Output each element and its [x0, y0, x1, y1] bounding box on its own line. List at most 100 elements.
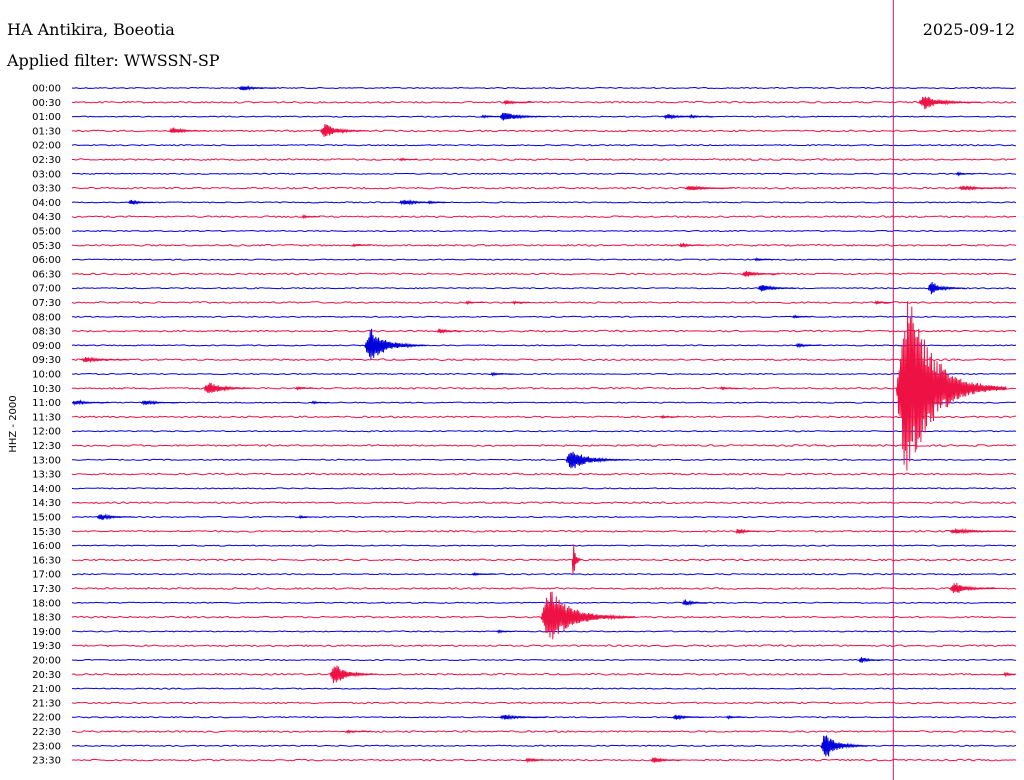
major-earthquake-event [895, 301, 1007, 471]
trace-row [71, 344, 1017, 347]
seismic-event [754, 256, 773, 262]
trace-row [71, 529, 1017, 533]
row-time-label: 07:30 [32, 298, 61, 309]
seismic-event [295, 386, 314, 391]
row-time-label: 19:00 [32, 627, 61, 638]
seismic-event [499, 714, 547, 721]
seismic-event [464, 299, 484, 306]
seismic-event [792, 314, 811, 319]
seismic-event [672, 714, 704, 721]
seismic-event [502, 100, 534, 106]
seismic-event [169, 127, 207, 134]
trace-row [71, 329, 1017, 333]
trace-row [71, 86, 1017, 90]
seismic-event [757, 284, 796, 292]
seismic-event [918, 96, 981, 110]
trace-row [71, 229, 1017, 233]
row-time-label: 08:30 [32, 327, 61, 338]
row-time-label: 22:00 [32, 713, 61, 724]
row-time-label: 16:30 [32, 555, 61, 566]
seismic-event [685, 184, 733, 191]
seismic-event [436, 328, 462, 335]
trace-row [71, 487, 1017, 490]
station-title: HA Antikira, Boeotia [7, 20, 175, 39]
trace-row [71, 201, 1017, 204]
trace-row [71, 587, 1017, 590]
seismic-event [650, 757, 682, 764]
trace-row [71, 515, 1017, 519]
trace-row [71, 272, 1017, 276]
seismic-event [719, 386, 739, 391]
seismic-event [955, 171, 975, 177]
row-time-label: 17:30 [32, 584, 61, 595]
row-time-label: 16:00 [32, 541, 61, 552]
seismic-event [858, 657, 884, 663]
trace-row [71, 100, 1017, 104]
row-time-label: 17:00 [32, 570, 61, 581]
seismic-event [301, 214, 320, 220]
seismic-event [364, 328, 428, 360]
row-time-label: 06:30 [32, 269, 61, 280]
row-time-label: 12:30 [32, 441, 61, 452]
seismic-event [678, 241, 704, 248]
seismic-event [741, 270, 780, 277]
row-time-label: 11:30 [32, 412, 61, 423]
seismic-event [427, 200, 446, 205]
row-time-label: 03:00 [32, 169, 61, 180]
trace-row [71, 430, 1017, 433]
trace-row [71, 644, 1017, 648]
seismic-event [490, 371, 515, 377]
seismic-event [682, 599, 708, 607]
row-time-label: 23:30 [32, 756, 61, 767]
row-time-label: 09:00 [32, 341, 61, 352]
row-time-label: 18:00 [32, 598, 61, 609]
trace-row [72, 458, 1017, 461]
row-time-label: 07:00 [32, 284, 61, 295]
seismic-event [298, 514, 317, 520]
seismic-event [345, 729, 371, 735]
trace-row [71, 287, 1017, 290]
channel-label: HHZ - 2000 [8, 395, 19, 452]
row-time-label: 18:30 [32, 613, 61, 624]
seismic-event [496, 629, 515, 635]
row-time-label: 19:30 [32, 641, 61, 652]
seismic-event [795, 342, 821, 349]
trace-row [71, 730, 1017, 733]
trace-row [72, 158, 1017, 161]
seismic-event [949, 582, 997, 594]
seismic-event [238, 85, 276, 91]
seismic-event [660, 414, 679, 420]
seismic-event [320, 124, 368, 137]
seismic-event [726, 714, 745, 720]
seismic-event [512, 300, 531, 306]
row-time-label: 02:30 [32, 155, 61, 166]
row-time-label: 05:00 [32, 227, 61, 238]
date-label: 2025-09-12 [922, 20, 1015, 39]
seismic-event [874, 300, 893, 305]
row-time-label: 06:00 [32, 255, 61, 266]
trace-row [71, 258, 1017, 261]
row-time-label: 05:30 [32, 241, 61, 252]
row-time-label: 08:00 [32, 312, 61, 323]
trace-row [72, 315, 1017, 318]
trace-row [71, 243, 1017, 247]
row-time-label: 21:30 [32, 698, 61, 709]
trace-row [71, 186, 1017, 190]
trace-row [71, 415, 1017, 419]
seismic-event [927, 281, 966, 295]
row-time-label: 10:30 [32, 384, 61, 395]
trace-row [72, 687, 1017, 690]
row-time-label: 01:30 [32, 126, 61, 137]
row-time-label: 15:00 [32, 513, 61, 524]
seismic-event [140, 399, 179, 406]
row-time-label: 03:30 [32, 184, 61, 195]
seismic-event [959, 185, 1007, 192]
row-time-label: 04:00 [32, 198, 61, 209]
seismic-event [524, 757, 556, 764]
row-time-label: 13:30 [32, 470, 61, 481]
trace-row [71, 573, 1017, 576]
trace-row [71, 472, 1017, 476]
trace-row [71, 172, 1017, 175]
seismic-event [203, 382, 252, 394]
trace-row [71, 401, 1017, 404]
